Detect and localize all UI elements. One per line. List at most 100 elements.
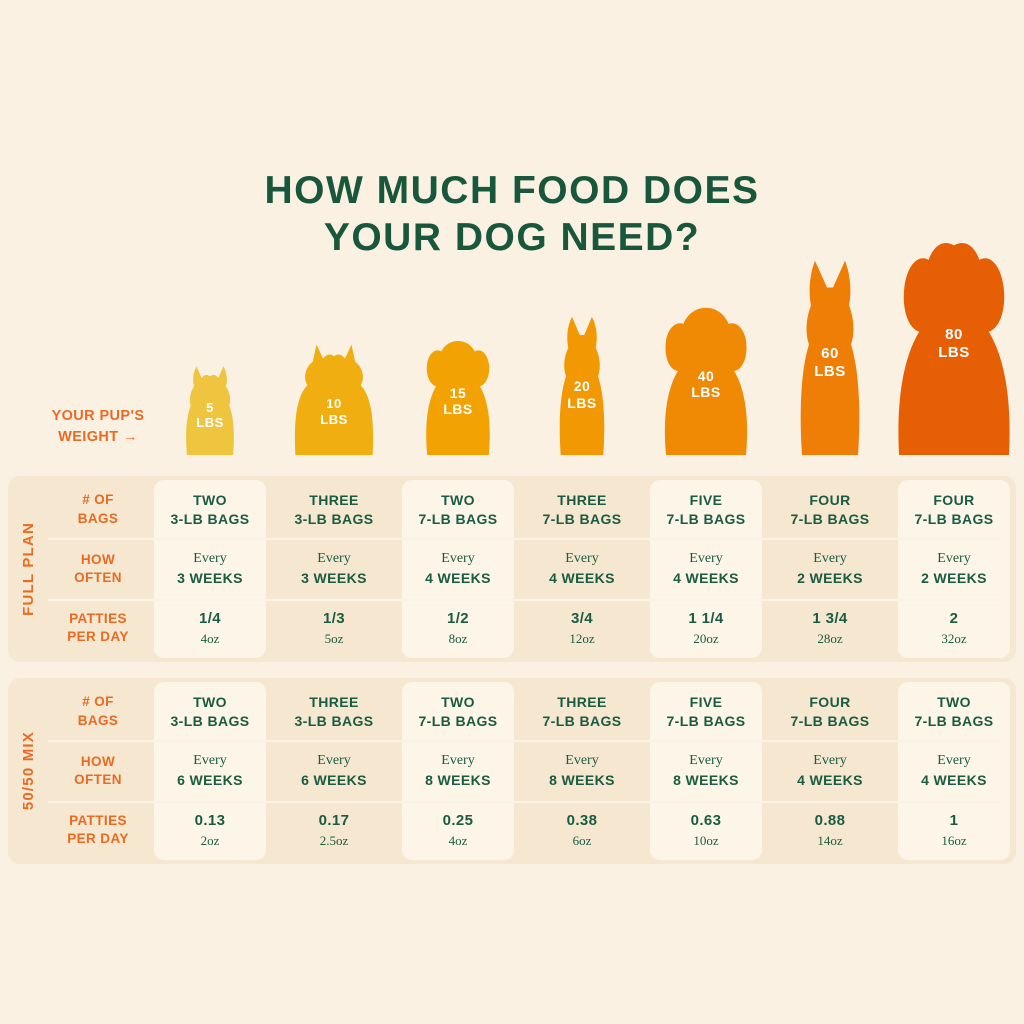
- often-cell: Every 3 WEEKS: [177, 551, 243, 586]
- bags-cell: THREE 7-LB BAGS: [542, 491, 622, 527]
- patties-cell: 1/2 8oz: [446, 610, 470, 646]
- dog-icon: [898, 243, 1010, 455]
- dog-icon: [294, 344, 374, 455]
- dog-60lbs-silhouette: 60 LBS: [780, 259, 880, 455]
- dog-10lbs-silhouette: 10 LBS: [288, 337, 380, 455]
- dog-weight-label: 20 LBS: [567, 378, 597, 412]
- full-plan-col-15lbs: TWO 7-LB BAGS Every 4 WEEKS 1/2 8oz: [396, 476, 520, 662]
- arrow-right-icon: WEIGHT →: [58, 429, 138, 446]
- bags-cell: FOUR 7-LB BAGS: [790, 693, 870, 729]
- full-plan-col-40lbs: FIVE 7-LB BAGS Every 4 WEEKS 1 1/4 20oz: [644, 476, 768, 662]
- row-label-patties: PATTIES PER DAY: [67, 611, 129, 645]
- bags-cell: TWO 7-LB BAGS: [418, 491, 498, 527]
- full-plan-table: FULL PLAN # OF BAGS HOW OFTEN PATTIES PER D…: [8, 476, 1016, 662]
- patties-cell: 1/4 4oz: [198, 610, 222, 646]
- row-label-often: HOW OFTEN: [74, 753, 122, 787]
- patties-cell: 1/3 5oz: [322, 610, 346, 646]
- often-cell: Every 3 WEEKS: [301, 551, 367, 586]
- row-label-bags: # OF BAGS: [77, 492, 119, 526]
- patties-cell: 1 16oz: [941, 812, 967, 848]
- row-labels-column: # OF BAGS HOW OFTEN PATTIES PER DAY: [48, 476, 148, 662]
- full-plan-col-5lbs: TWO 3-LB BAGS Every 3 WEEKS 1/4 4oz: [148, 476, 272, 662]
- bags-cell: THREE 7-LB BAGS: [542, 693, 622, 729]
- dog-weight-label: 15 LBS: [443, 384, 473, 418]
- bags-cell: TWO 3-LB BAGS: [170, 491, 250, 527]
- patties-cell: 0.25 4oz: [442, 812, 474, 848]
- often-cell: Every 6 WEEKS: [177, 753, 243, 788]
- full-plan-sidebar: FULL PLAN: [8, 476, 48, 662]
- patties-cell: 0.17 2.5oz: [318, 812, 350, 848]
- dog-15lbs-silhouette: 15 LBS: [414, 327, 502, 455]
- often-cell: Every 4 WEEKS: [549, 551, 615, 586]
- full-plan-col-60lbs: FOUR 7-LB BAGS Every 2 WEEKS 1 3/4 28oz: [768, 476, 892, 662]
- patties-cell: 0.13 2oz: [194, 812, 226, 848]
- bags-cell: THREE 3-LB BAGS: [294, 491, 374, 527]
- patties-cell: 1 1/4 20oz: [688, 610, 724, 646]
- dog-icon: [186, 366, 234, 455]
- often-cell: Every 4 WEEKS: [797, 753, 863, 788]
- row-label-bags: # OF BAGS: [77, 694, 119, 728]
- mix-col-80lbs: TWO 7-LB BAGS Every 4 WEEKS 1 16oz: [892, 678, 1016, 864]
- bags-cell: TWO 7-LB BAGS: [418, 693, 498, 729]
- patties-cell: 2 32oz: [941, 610, 967, 646]
- fifty-fifty-sidebar: 50/50 MIX: [8, 678, 48, 864]
- dog-icon: [559, 316, 605, 455]
- fifty-fifty-side-label: 50/50 MIX: [19, 731, 37, 811]
- dog-80lbs-silhouette: 80 LBS: [887, 229, 1021, 455]
- bags-cell: TWO 3-LB BAGS: [170, 693, 250, 729]
- mix-col-40lbs: FIVE 7-LB BAGS Every 8 WEEKS 0.63 10oz: [644, 678, 768, 864]
- mix-col-15lbs: TWO 7-LB BAGS Every 8 WEEKS 0.25 4oz: [396, 678, 520, 864]
- row-divider: [48, 740, 1000, 742]
- patties-cell: 1 3/4 28oz: [812, 610, 848, 646]
- patties-cell: 0.63 10oz: [690, 812, 722, 848]
- often-cell: Every 8 WEEKS: [549, 753, 615, 788]
- bags-cell: FOUR 7-LB BAGS: [790, 491, 870, 527]
- often-cell: Every 8 WEEKS: [673, 753, 739, 788]
- full-plan-side-label: FULL PLAN: [19, 522, 37, 616]
- patties-cell: 3/4 12oz: [569, 610, 595, 646]
- often-cell: Every 2 WEEKS: [797, 551, 863, 586]
- dog-20lbs-silhouette: 20 LBS: [544, 313, 620, 455]
- patties-cell: 0.38 6oz: [566, 812, 598, 848]
- dog-weight-label: 5 LBS: [196, 399, 224, 431]
- dog-weight-label: 10 LBS: [320, 396, 348, 427]
- often-cell: Every 8 WEEKS: [425, 753, 491, 788]
- bags-cell: THREE 3-LB BAGS: [294, 693, 374, 729]
- mix-col-10lbs: THREE 3-LB BAGS Every 6 WEEKS 0.17 2.5oz: [272, 678, 396, 864]
- bags-cell: FIVE 7-LB BAGS: [666, 491, 746, 527]
- dog-icon: [426, 340, 490, 455]
- row-divider: [48, 538, 1000, 540]
- often-cell: Every 4 WEEKS: [921, 753, 987, 788]
- row-divider: [48, 801, 1000, 803]
- bags-cell: FOUR 7-LB BAGS: [914, 491, 994, 527]
- dog-weight-label: 60 LBS: [814, 345, 846, 381]
- page-title: HOW MUCH FOOD DOES YOUR DOG NEED?: [0, 168, 1024, 262]
- patties-cell: 0.88 14oz: [814, 812, 846, 848]
- dog-icon: [664, 307, 748, 455]
- fifty-fifty-mix-table: 50/50 MIX # OF BAGS HOW OFTEN PATTIES PER D…: [8, 678, 1016, 864]
- mix-col-20lbs: THREE 7-LB BAGS Every 8 WEEKS 0.38 6oz: [520, 678, 644, 864]
- row-label-patties: PATTIES PER DAY: [67, 813, 129, 847]
- often-cell: Every 4 WEEKS: [673, 551, 739, 586]
- bags-cell: FIVE 7-LB BAGS: [666, 693, 746, 729]
- dog-40lbs-silhouette: 40 LBS: [652, 293, 760, 455]
- dog-5lbs-silhouette: 5 LBS: [178, 363, 242, 455]
- dog-icon: [800, 260, 860, 455]
- often-cell: Every 6 WEEKS: [301, 753, 367, 788]
- full-plan-col-80lbs: FOUR 7-LB BAGS Every 2 WEEKS 2 32oz: [892, 476, 1016, 662]
- mix-col-5lbs: TWO 3-LB BAGS Every 6 WEEKS 0.13 2oz: [148, 678, 272, 864]
- full-plan-col-10lbs: THREE 3-LB BAGS Every 3 WEEKS 1/3 5oz: [272, 476, 396, 662]
- often-cell: Every 4 WEEKS: [425, 551, 491, 586]
- bags-cell: TWO 7-LB BAGS: [914, 693, 994, 729]
- your-pups-weight-label: YOUR PUP'S WEIGHT →: [38, 406, 158, 448]
- often-cell: Every 2 WEEKS: [921, 551, 987, 586]
- dog-weight-label: 40 LBS: [691, 367, 721, 401]
- row-label-often: HOW OFTEN: [74, 551, 122, 585]
- page-title-line1: HOW MUCH FOOD DOES: [264, 169, 760, 212]
- row-divider: [48, 599, 1000, 601]
- row-labels-column: # OF BAGS HOW OFTEN PATTIES PER DAY: [48, 678, 148, 864]
- dog-weight-label: 80 LBS: [938, 326, 970, 362]
- mix-col-60lbs: FOUR 7-LB BAGS Every 4 WEEKS 0.88 14oz: [768, 678, 892, 864]
- full-plan-col-20lbs: THREE 7-LB BAGS Every 4 WEEKS 3/4 12oz: [520, 476, 644, 662]
